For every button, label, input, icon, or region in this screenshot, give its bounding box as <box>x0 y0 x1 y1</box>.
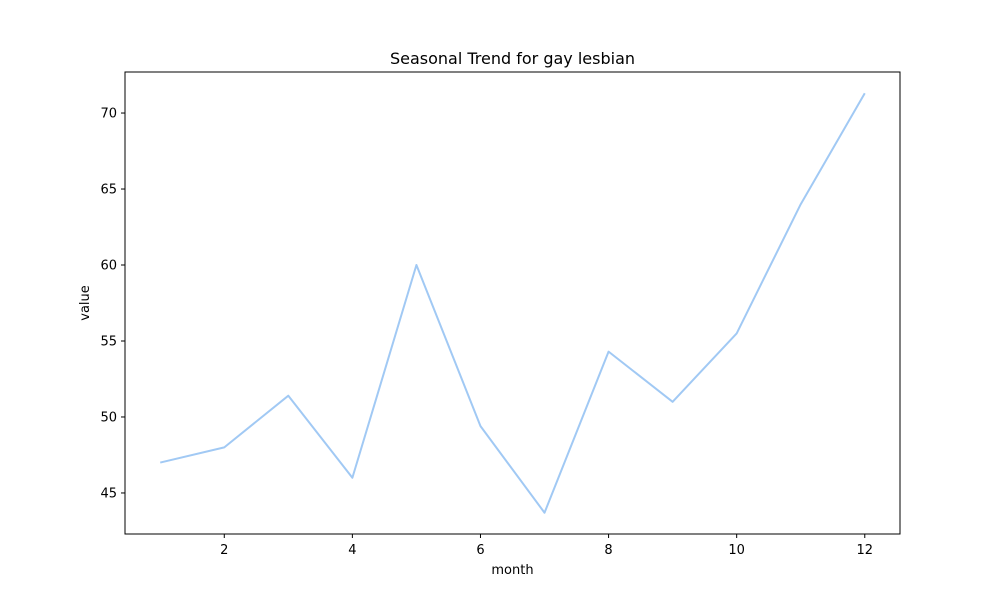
y-tick-label: 70 <box>100 107 117 122</box>
axes-frame <box>124 71 901 535</box>
x-tick-label: 8 <box>604 543 612 558</box>
y-tick-label: 65 <box>100 183 117 198</box>
x-axis-label: month <box>491 563 533 578</box>
series-line-1 <box>159 92 866 514</box>
chart-title: Seasonal Trend for gay lesbian <box>390 49 635 68</box>
y-tick-label: 45 <box>100 486 117 501</box>
x-tick-label: 12 <box>856 543 873 558</box>
y-tick-label: 50 <box>100 410 117 425</box>
x-tick-label: 10 <box>728 543 745 558</box>
y-axis-label: value <box>78 285 93 321</box>
y-tick-label: 55 <box>100 334 117 349</box>
plot-area: 2 4 6 8 10 12 45 50 55 60 65 70 <box>100 71 901 558</box>
x-tick-label: 2 <box>220 543 228 558</box>
x-tick-label: 6 <box>476 543 484 558</box>
y-tick-label: 60 <box>100 259 117 274</box>
x-tick-label: 4 <box>348 543 356 558</box>
